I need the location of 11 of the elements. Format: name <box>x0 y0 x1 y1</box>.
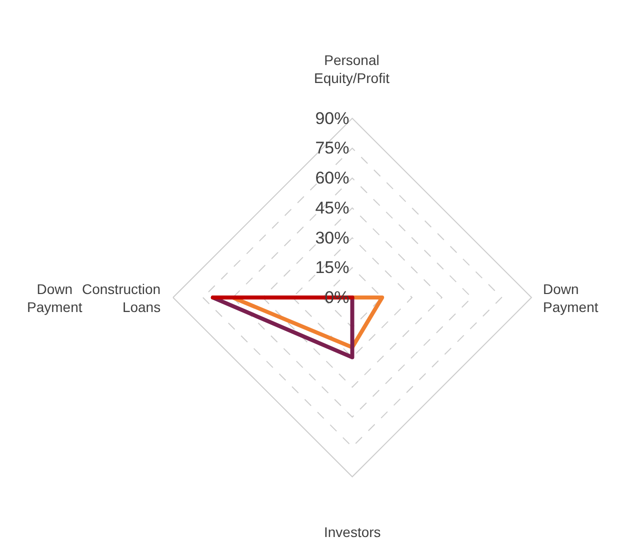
text: Down Payment <box>27 281 82 316</box>
spoke-label: Down Payment <box>543 281 598 316</box>
y-tick-label: 30% <box>315 228 350 248</box>
spoke-label: Construction Loans <box>82 281 161 316</box>
y-tick-label: 90% <box>315 108 350 128</box>
y-tick-label: 15% <box>315 258 350 278</box>
spoke-label: Investors <box>324 524 381 540</box>
spoke-label: Personal Equity/Profit <box>314 52 390 86</box>
y-tick-label: 75% <box>315 138 350 158</box>
y-tick-label: 60% <box>315 168 350 188</box>
y-tick-label: 45% <box>315 198 350 218</box>
